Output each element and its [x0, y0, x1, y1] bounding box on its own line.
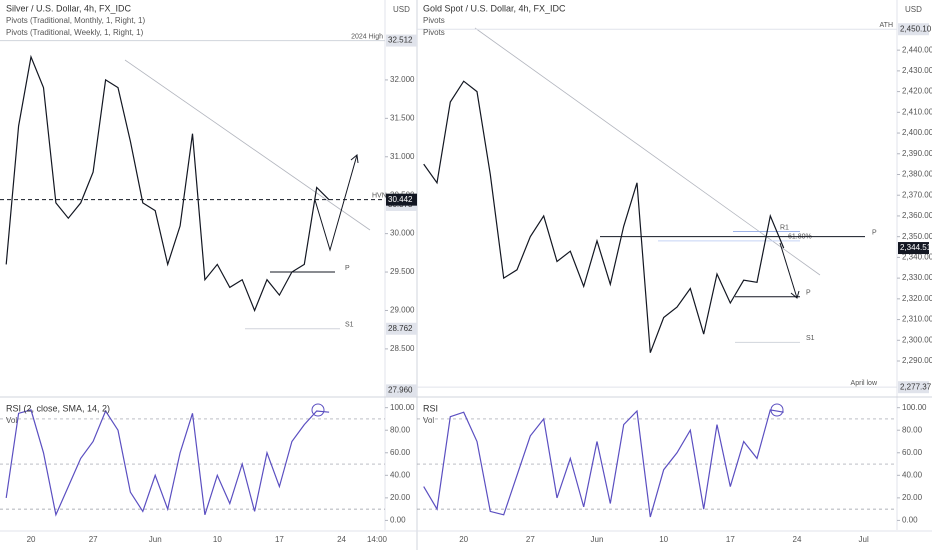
x-tick-label: 24: [337, 535, 346, 544]
price-line: [5, 54, 330, 313]
arrow-head: [790, 290, 800, 299]
x-tick-label: 17: [726, 535, 735, 544]
y-tick-label: 2,310.00: [902, 315, 932, 324]
indicator-legend: Pivots: [423, 16, 445, 25]
y-tick-label: 2,330.00: [902, 273, 932, 282]
y-tick-label: 2,360.00: [902, 211, 932, 220]
y-tick-label: 29.000: [390, 306, 415, 315]
y-tick-label: 80.00: [390, 425, 411, 434]
x-tick-label: 20: [459, 535, 468, 544]
y-tick-label: 2,370.00: [902, 190, 932, 199]
y-tick-label: 20.00: [902, 493, 923, 502]
y-tick-label: 31.000: [390, 152, 415, 161]
indicator-legend: Vol: [6, 416, 17, 425]
annotation: P: [872, 230, 877, 237]
chart-title: Gold Spot / U.S. Dollar, 4h, FX_IDC: [423, 3, 566, 13]
price-label: 2,277.37: [900, 382, 932, 391]
price-label: 32.512: [388, 36, 413, 45]
x-tick-label: Jun: [149, 535, 162, 544]
y-tick-label: 60.00: [390, 448, 411, 457]
y-tick-label: 100.00: [902, 403, 927, 412]
rsi-line: [5, 409, 330, 517]
y-tick-label: 2,390.00: [902, 149, 932, 158]
y-tick-label: 0.00: [902, 516, 918, 525]
trendline: [474, 27, 821, 276]
y-tick-label: 40.00: [390, 470, 411, 479]
y-tick-label: 32.000: [390, 75, 415, 84]
annotation: S1: [345, 322, 354, 329]
price-label-box: [898, 242, 929, 255]
y-tick-label: 30.000: [390, 229, 415, 238]
y-tick-label: 2,420.00: [902, 87, 932, 96]
y-tick-label: 2,400.00: [902, 128, 932, 137]
arrow-head: [350, 154, 359, 164]
x-tick-label: 17: [275, 535, 284, 544]
indicator-legend: Vol: [423, 416, 434, 425]
x-tick-label: 10: [659, 535, 668, 544]
y-tick-label: 2,430.00: [902, 66, 932, 75]
y-tick-label: 2,320.00: [902, 294, 932, 303]
price-label-box: [386, 34, 417, 47]
price-label-box: [898, 381, 929, 394]
x-tick-label: Jul: [859, 535, 869, 544]
indicator-legend: Pivots: [423, 28, 445, 37]
annotation: P: [345, 265, 350, 272]
price-line: [423, 80, 785, 353]
annotation: S1: [806, 335, 815, 342]
trendline: [124, 59, 371, 231]
price-label: 28.762: [388, 324, 413, 333]
annotation: P: [806, 290, 811, 297]
time-label: 14:00: [367, 535, 388, 544]
y-tick-label: 40.00: [902, 470, 923, 479]
price-label: 27.960: [388, 385, 413, 394]
y-tick-label: 29.500: [390, 267, 415, 276]
indicator-legend: Pivots (Traditional, Weekly, 1, Right, 1…: [6, 28, 144, 37]
x-tick-label: Jun: [591, 535, 604, 544]
arrow-path: [779, 242, 798, 299]
chart-title: RSI: [423, 403, 438, 413]
price-label: 30.442: [388, 195, 413, 204]
y-tick-label: 2,300.00: [902, 335, 932, 344]
y-tick-label: 2,380.00: [902, 170, 932, 179]
chart-title: Silver / U.S. Dollar, 4h, FX_IDC: [6, 3, 132, 13]
axis-unit: USD: [393, 5, 410, 14]
annotation: April low: [851, 380, 878, 387]
y-tick-label: 60.00: [902, 448, 923, 457]
indicator-legend: Pivots (Traditional, Monthly, 1, Right, …: [6, 16, 146, 25]
y-tick-label: 2,440.00: [902, 45, 932, 54]
y-tick-label: 2,410.00: [902, 107, 932, 116]
chart-title: RSI (2, close, SMA, 14, 2): [6, 403, 110, 413]
price-label-box: [386, 384, 417, 397]
arrow-path: [314, 154, 358, 252]
price-label-box: [386, 322, 417, 335]
x-tick-label: 27: [89, 535, 98, 544]
x-tick-label: 24: [793, 535, 802, 544]
x-tick-label: 20: [27, 535, 36, 544]
y-tick-label: 20.00: [390, 493, 411, 502]
highlight-circle: [311, 403, 325, 417]
price-label-box: [898, 23, 929, 36]
y-tick-label: 100.00: [390, 403, 415, 412]
y-tick-label: 28.500: [390, 344, 415, 353]
y-tick-label: 80.00: [902, 425, 923, 434]
annotation: ATH: [880, 22, 893, 29]
price-label: 2,450.10: [900, 24, 932, 33]
annotation: R1: [780, 224, 789, 231]
price-label: 2,344.51: [900, 243, 932, 252]
y-tick-label: 2,290.00: [902, 356, 932, 365]
y-tick-label: 2,350.00: [902, 232, 932, 241]
y-tick-label: 2,340.00: [902, 253, 932, 262]
annotation: 2024 High: [351, 33, 383, 40]
axis-unit: USD: [905, 5, 922, 14]
x-tick-label: 10: [213, 535, 222, 544]
y-tick-label: 0.00: [390, 516, 406, 525]
price-label-box: [386, 193, 417, 206]
y-tick-label: 31.500: [390, 113, 415, 122]
rsi-line: [423, 409, 784, 518]
x-tick-label: 27: [526, 535, 535, 544]
annotation: HVN: [372, 192, 387, 199]
